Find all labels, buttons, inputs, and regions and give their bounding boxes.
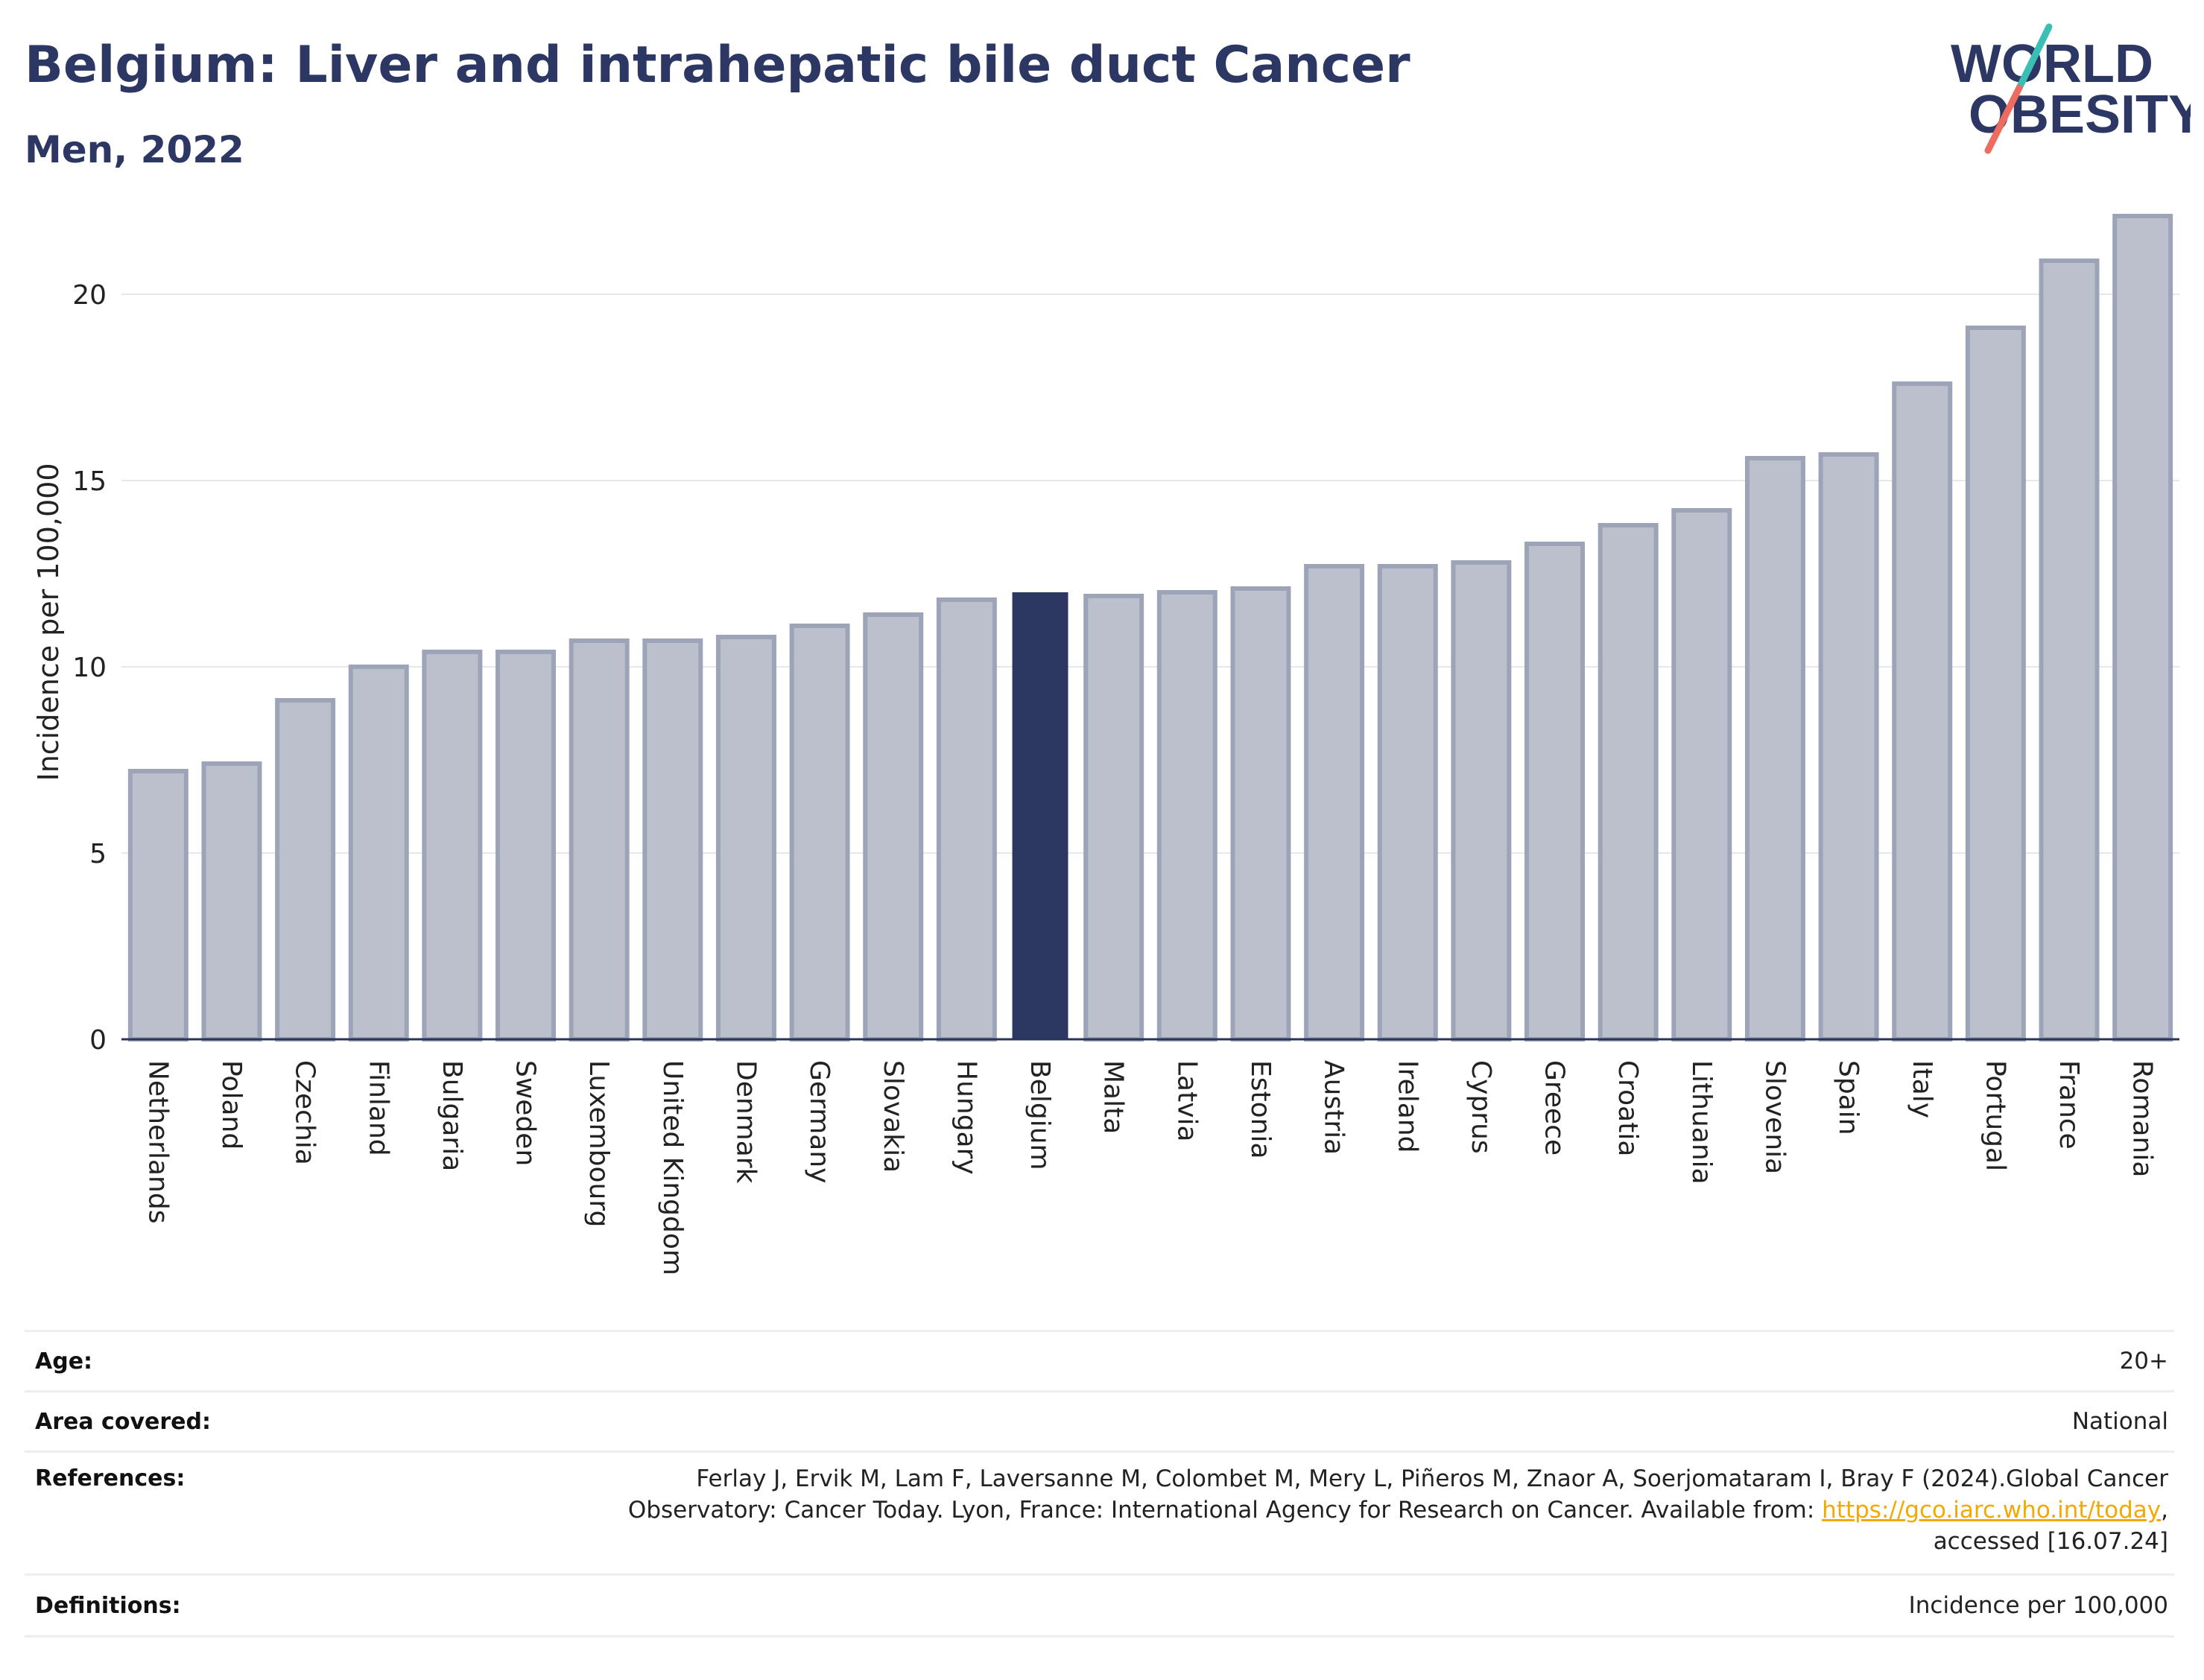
x-tick-label: Sweden — [510, 1060, 541, 1166]
bar-belgium — [1012, 592, 1068, 1039]
x-tick-labels: Netherlands Poland Czechia Finland Bulgaria S… — [142, 1060, 2157, 1275]
x-tick-label: Portugal — [1980, 1060, 2010, 1171]
x-tick-label: Czechia — [290, 1060, 320, 1165]
meta-row-definitions: Definitions: Incidence per 100,000 — [25, 1573, 2174, 1638]
y-tick-labels: 0 5 10 15 20 — [72, 280, 107, 1056]
references-value: Ferlay J, Ervik M, Lam F, Laversanne M, … — [628, 1463, 2174, 1573]
bars — [127, 214, 2173, 1042]
x-tick-label: Belgium — [1025, 1060, 1055, 1170]
area-label: Area covered: — [35, 1408, 211, 1435]
x-tick-label: Estonia — [1245, 1060, 1276, 1159]
chart-subtitle: Men, 2022 — [25, 128, 244, 171]
bar-france — [2039, 259, 2100, 1042]
logo-slash-coral — [1984, 84, 2023, 154]
bar-romania — [2112, 214, 2173, 1042]
references-link[interactable]: https://gco.iarc.who.int/today — [1822, 1497, 2162, 1524]
x-tick-label: Romania — [2127, 1060, 2158, 1177]
age-label: Age: — [35, 1348, 93, 1375]
x-tick-label: Poland — [216, 1060, 247, 1150]
area-value: National — [2071, 1408, 2168, 1435]
bar-portugal — [1965, 326, 2026, 1042]
references-line-2-text: Observatory: Cancer Today. Lyon, France:… — [627, 1497, 1815, 1524]
x-tick-label: Finland — [363, 1060, 393, 1156]
x-tick-label: Slovenia — [1759, 1060, 1790, 1174]
bar-united-kingdom — [642, 638, 703, 1042]
x-tick-label: Luxembourg — [583, 1060, 614, 1227]
meta-row-age: Age: 20+ — [25, 1330, 2174, 1390]
bar-italy — [1892, 381, 1953, 1042]
x-tick-label: Malta — [1098, 1060, 1129, 1134]
bar-malta — [1083, 594, 1144, 1042]
x-tick-label: Ireland — [1392, 1060, 1422, 1153]
chart-title: Belgium: Liver and intrahepatic bile duc… — [25, 36, 1410, 95]
references-line-3: accessed [16.07.24] — [1933, 1528, 2168, 1555]
bar-germany — [789, 624, 850, 1042]
metadata-table: Age: 20+ Area covered: National Referenc… — [25, 1330, 2174, 1638]
bar-lithuania — [1671, 508, 1732, 1042]
world-obesity-logo: WORLD OBESITY — [1951, 23, 2191, 154]
bar-ireland — [1377, 564, 1438, 1042]
bar-spain — [1818, 452, 1879, 1042]
references-line-1: Ferlay J, Ervik M, Lam F, Laversanne M, … — [696, 1465, 2168, 1492]
bar-denmark — [715, 635, 776, 1042]
y-tick-label: 15 — [72, 466, 107, 497]
y-tick-label: 5 — [89, 839, 107, 869]
y-tick-label: 20 — [72, 280, 107, 311]
bar-austria — [1304, 564, 1365, 1042]
x-tick-label: Lithuania — [1686, 1060, 1717, 1185]
bar-poland — [201, 761, 262, 1042]
bar-finland — [348, 665, 409, 1042]
bar-slovenia — [1744, 456, 1805, 1042]
x-tick-label: Denmark — [730, 1060, 761, 1184]
references-line-2: Observatory: Cancer Today. Lyon, France:… — [627, 1497, 2168, 1524]
bar-bulgaria — [422, 650, 483, 1042]
definitions-value: Incidence per 100,000 — [1908, 1592, 2168, 1619]
x-tick-label: Greece — [1539, 1060, 1570, 1156]
age-value: 20+ — [2119, 1348, 2168, 1375]
x-tick-label: Netherlands — [142, 1060, 173, 1223]
x-tick-label: Spain — [1833, 1060, 1863, 1135]
x-tick-label: France — [2053, 1060, 2084, 1150]
bar-greece — [1524, 542, 1586, 1042]
bar-latvia — [1156, 590, 1217, 1042]
logo-slash-teal — [2015, 23, 2053, 92]
y-tick-label: 10 — [72, 653, 107, 683]
x-tick-label: United Kingdom — [657, 1060, 688, 1275]
x-tick-label: Austria — [1319, 1060, 1349, 1155]
bar-hungary — [936, 597, 997, 1042]
bar-estonia — [1230, 586, 1291, 1042]
x-tick-label: Cyprus — [1466, 1060, 1496, 1154]
bar-czechia — [275, 698, 336, 1042]
bar-chart: 0 5 10 15 20 Netherlands Poland Czechia Finland… — [32, 214, 2179, 1275]
definitions-label: Definitions: — [35, 1592, 181, 1619]
references-label: References: — [35, 1465, 186, 1492]
x-tick-label: Italy — [1907, 1060, 1937, 1118]
bar-netherlands — [127, 769, 189, 1042]
x-tick-label: Hungary — [951, 1060, 981, 1175]
bar-slovakia — [863, 612, 924, 1042]
meta-row-references: References: Ferlay J, Ervik M, Lam F, La… — [25, 1451, 2174, 1573]
x-tick-label: Slovakia — [878, 1060, 908, 1173]
x-tick-label: Bulgaria — [437, 1060, 467, 1171]
bar-cyprus — [1451, 560, 1512, 1042]
logo-text-world: WORLD — [1951, 34, 2153, 94]
bar-sweden — [495, 650, 557, 1042]
meta-row-area: Area covered: National — [25, 1390, 2174, 1451]
x-tick-label: Germany — [804, 1060, 835, 1183]
bar-croatia — [1597, 523, 1659, 1042]
y-tick-label: 0 — [89, 1025, 107, 1056]
x-tick-label: Croatia — [1612, 1060, 1643, 1156]
y-axis-label: Incidence per 100,000 — [32, 463, 65, 781]
x-tick-label: Latvia — [1171, 1060, 1202, 1142]
bar-luxembourg — [569, 638, 630, 1042]
